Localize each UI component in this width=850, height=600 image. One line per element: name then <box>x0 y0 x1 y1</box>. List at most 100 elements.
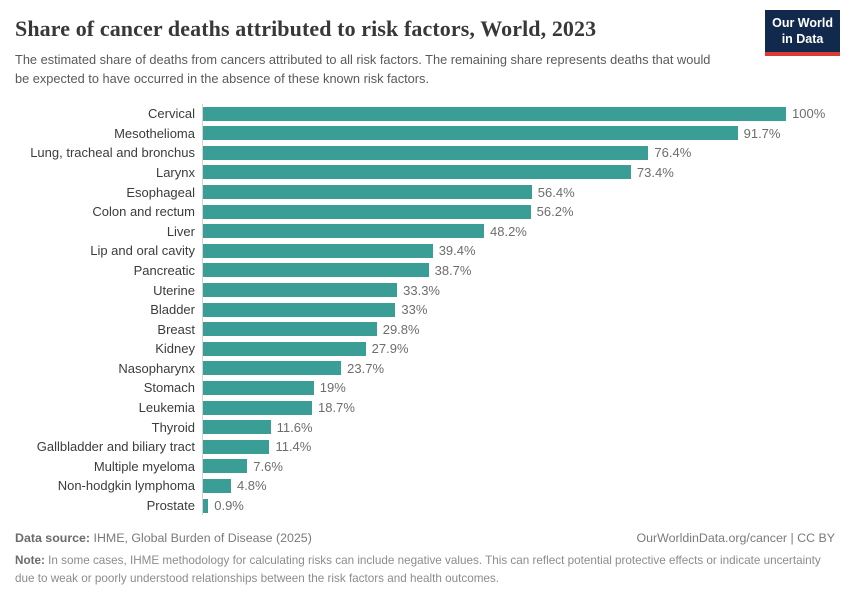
bar-row: Lip and oral cavity 39.4% <box>0 241 850 261</box>
bar[interactable] <box>203 204 531 219</box>
value-label: 18.7% <box>318 400 355 416</box>
bar-row: Breast 29.8% <box>0 319 850 339</box>
bar-row: Bladder 33% <box>0 299 850 320</box>
value-label: 38.7% <box>434 262 472 278</box>
category-label: Cervical <box>148 106 195 122</box>
bar[interactable] <box>203 439 270 454</box>
category-label: Lip and oral cavity <box>90 243 195 259</box>
bar-row: Larynx 73.4% <box>0 162 850 183</box>
category-label: Leukemia <box>138 400 195 416</box>
chart-header: Share of cancer deaths attributed to ris… <box>0 0 850 88</box>
bar-row: Nasopharynx 23.7% <box>0 358 850 379</box>
bar[interactable] <box>203 498 209 513</box>
bar-track: 56.4% <box>202 182 850 202</box>
note-label: Note: <box>15 554 45 567</box>
bar-row: Pancreatic 38.7% <box>0 260 850 281</box>
chart-title: Share of cancer deaths attributed to ris… <box>15 16 597 41</box>
attribution-link[interactable]: OurWorldinData.org/cancer | CC BY <box>636 531 835 545</box>
category-label: Non-hodgkin lymphoma <box>57 478 195 494</box>
bar-chart: Cervical 100% Mesothelioma 91.7% Lung, trach… <box>0 103 850 516</box>
bar[interactable] <box>203 400 313 415</box>
category-label: Colon and rectum <box>92 204 195 220</box>
bar[interactable] <box>203 283 398 298</box>
bar[interactable] <box>203 361 342 376</box>
category-label: Pancreatic <box>133 262 195 278</box>
bar-track: 11.6% <box>202 417 850 437</box>
bar-track: 38.7% <box>202 260 850 281</box>
bar-row: Lung, tracheal and bronchus 76.4% <box>0 143 850 163</box>
value-label: 33.3% <box>403 282 440 298</box>
category-label: Kidney <box>155 341 195 357</box>
bar-row: Esophageal 56.4% <box>0 182 850 202</box>
bar[interactable] <box>203 263 429 278</box>
bar-row: Cervical 100% <box>0 103 850 124</box>
bar-track: 29.8% <box>202 319 850 339</box>
bar-row: Leukemia 18.7% <box>0 397 850 418</box>
chart-subtitle: The estimated share of deaths from cance… <box>15 51 711 86</box>
data-source-label: Data source: <box>15 531 91 545</box>
bar[interactable] <box>203 302 396 317</box>
category-label: Nasopharynx <box>118 360 195 376</box>
category-label: Multiple myeloma <box>93 458 195 474</box>
category-label: Liver <box>166 223 195 239</box>
value-label: 56.2% <box>536 204 574 220</box>
bar[interactable] <box>203 459 248 474</box>
bar-row: Stomach 19% <box>0 378 850 398</box>
category-label: Thyroid <box>151 419 195 435</box>
value-label: 56.4% <box>537 184 575 200</box>
bar[interactable] <box>203 165 631 180</box>
bar[interactable] <box>203 322 377 337</box>
bar-track: 27.9% <box>202 339 850 359</box>
bar-track: 48.2% <box>202 221 850 242</box>
category-label: Larynx <box>155 164 195 180</box>
bar-row: Multiple myeloma 7.6% <box>0 456 850 477</box>
category-label: Esophageal <box>126 184 195 200</box>
value-label: 39.4% <box>438 243 476 259</box>
bar-row: Uterine 33.3% <box>0 280 850 300</box>
value-label: 19% <box>319 380 346 396</box>
category-label: Mesothelioma <box>114 125 195 141</box>
bar[interactable] <box>203 243 433 258</box>
category-label: Prostate <box>146 498 195 514</box>
value-label: 4.8% <box>236 478 267 494</box>
data-source-text: IHME, Global Burden of Disease (2025) <box>90 531 312 545</box>
bar[interactable] <box>203 126 738 141</box>
bar[interactable] <box>203 380 314 395</box>
bar-track: 73.4% <box>202 162 850 183</box>
bar[interactable] <box>203 145 649 160</box>
bar-track: 11.4% <box>202 436 850 457</box>
bar[interactable] <box>203 341 366 356</box>
chart-note: Note: In some cases, IHME methodology fo… <box>15 552 835 587</box>
value-label: 48.2% <box>490 223 527 239</box>
owid-logo[interactable]: Our World in Data <box>765 10 840 57</box>
bar-track: 4.8% <box>202 476 850 496</box>
bar-track: 56.2% <box>202 201 850 222</box>
value-label: 27.9% <box>371 341 409 357</box>
bar-track: 33.3% <box>202 280 850 300</box>
bar-row: Liver 48.2% <box>0 221 850 242</box>
bar[interactable] <box>203 106 786 121</box>
value-label: 76.4% <box>654 145 692 161</box>
bar[interactable] <box>203 420 271 435</box>
value-label: 73.4% <box>636 164 674 180</box>
bar-row: Prostate 0.9% <box>0 495 850 516</box>
bar-track: 39.4% <box>202 241 850 261</box>
value-label: 0.9% <box>214 498 244 514</box>
chart-footer: Data source: IHME, Global Burden of Dise… <box>15 531 835 587</box>
value-label: 23.7% <box>347 360 385 376</box>
data-source: Data source: IHME, Global Burden of Dise… <box>15 531 312 545</box>
bar-track: 18.7% <box>202 397 850 418</box>
bar[interactable] <box>203 185 532 200</box>
bar[interactable] <box>203 478 231 493</box>
owid-logo-line2: in Data <box>781 31 824 46</box>
bar-track: 7.6% <box>202 456 850 477</box>
bar-track: 100% <box>202 103 850 124</box>
bar[interactable] <box>203 224 484 239</box>
bar-track: 76.4% <box>202 143 850 163</box>
value-label: 11.4% <box>275 439 312 455</box>
bar-track: 23.7% <box>202 358 850 379</box>
bar-row: Gallbladder and biliary tract 11.4% <box>0 436 850 457</box>
value-label: 29.8% <box>382 321 420 337</box>
owid-logo-line1: Our World <box>772 16 833 30</box>
